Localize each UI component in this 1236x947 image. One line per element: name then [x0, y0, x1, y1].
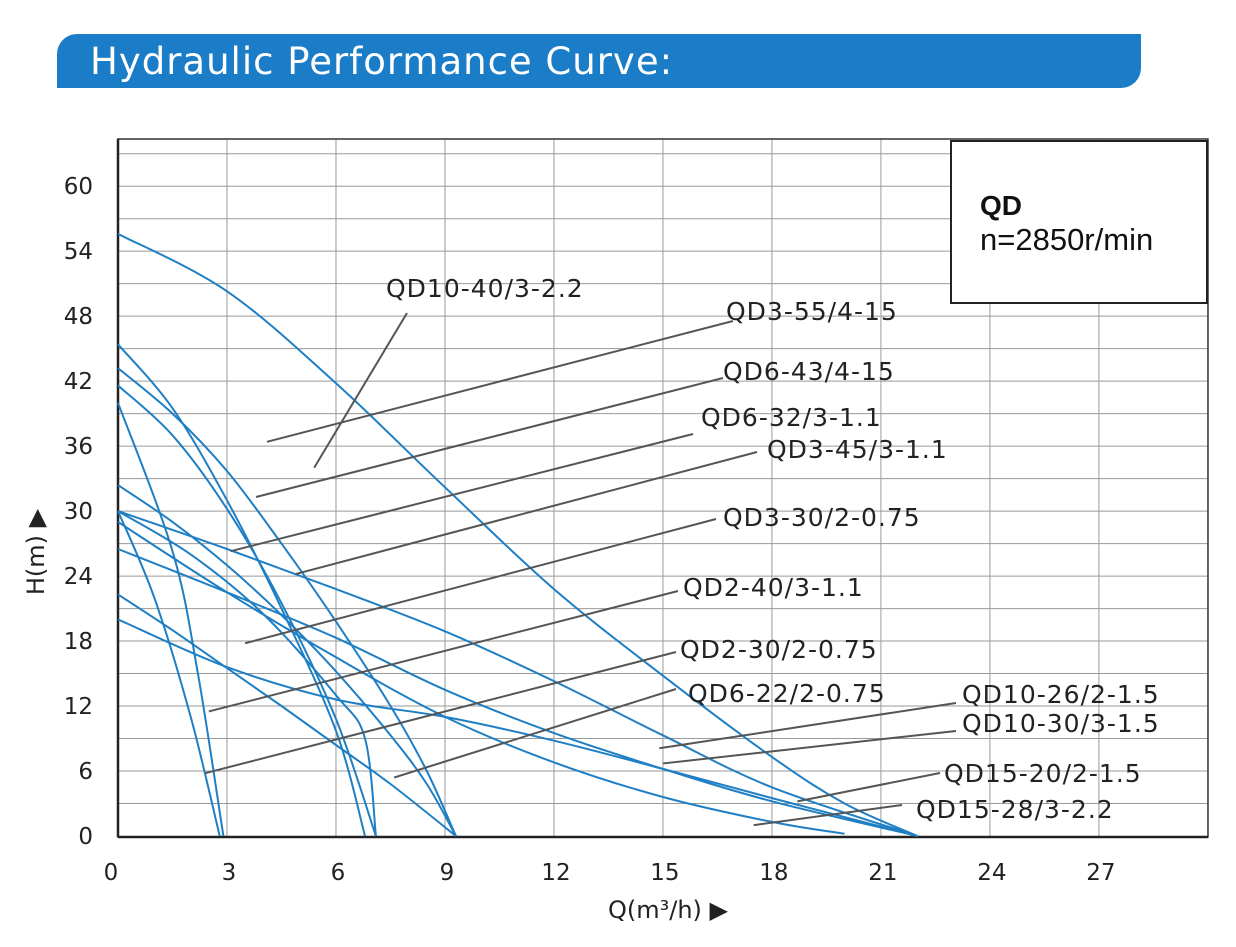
- x-tick-label: 27: [1086, 860, 1115, 886]
- x-tick-label: 9: [440, 860, 455, 886]
- callout-leader-line: [208, 590, 679, 713]
- callout-label: QD10-30/3-1.5: [962, 709, 1160, 738]
- callout-leader-line: [662, 730, 957, 765]
- y-tick-label: 30: [64, 499, 93, 525]
- callout-label: QD10-40/3-2.2: [386, 274, 584, 303]
- curve-qd15-20-2-1-5: [117, 618, 918, 837]
- callout-leader-line: [797, 772, 941, 803]
- y-tick-label: 0: [78, 824, 93, 850]
- callout-leader-line: [295, 451, 758, 575]
- curve-qd2-30-2-0-75: [117, 510, 377, 837]
- x-tick-label: 15: [650, 860, 679, 886]
- callout-leader-line: [393, 688, 677, 779]
- callout-label: QD15-28/3-2.2: [916, 795, 1114, 824]
- y-tick-label: 12: [64, 694, 93, 720]
- y-tick-label: 60: [64, 174, 93, 200]
- callout-leader-line: [313, 312, 408, 469]
- callout-leader-line: [230, 433, 694, 553]
- curve-qd3-45-3-1-1: [117, 384, 377, 837]
- curve-qd15-28-3-2-2: [117, 510, 918, 837]
- x-tick-label: 6: [331, 860, 346, 886]
- callout-label: QD2-30/2-0.75: [680, 635, 878, 664]
- y-tick-label: 24: [64, 564, 93, 590]
- x-tick-label: 24: [977, 860, 1006, 886]
- y-axis-label: H(m) ▶: [22, 508, 50, 595]
- callout-leader-line: [244, 518, 717, 645]
- callout-leader-line: [204, 651, 677, 775]
- info-speed: n=2850r/min: [980, 222, 1154, 257]
- callout-label: QD6-22/2-0.75: [688, 679, 886, 708]
- callout-leader-line: [255, 377, 724, 498]
- y-tick-label: 36: [64, 434, 93, 460]
- callout-label: QD10-26/2-1.5: [962, 680, 1160, 709]
- curve-qd10-30-3-1-5: [117, 521, 845, 835]
- y-tick-label: 18: [64, 629, 93, 655]
- x-tick-label: 21: [868, 860, 897, 886]
- callout-label: QD3-30/2-0.75: [723, 503, 921, 532]
- x-tick-label: 0: [104, 860, 119, 886]
- title-banner: Hydraulic Performance Curve:: [57, 34, 1141, 88]
- y-tick-label: 42: [64, 369, 93, 395]
- callout-label: QD3-55/4-15: [726, 297, 898, 326]
- callout-label: QD15-20/2-1.5: [944, 759, 1142, 788]
- x-tick-label: 18: [759, 860, 788, 886]
- y-tick-label: 54: [64, 239, 93, 265]
- x-tick-label: 3: [222, 860, 237, 886]
- callout-leader-line: [266, 320, 734, 443]
- x-tick-label: 12: [541, 860, 570, 886]
- x-axis-label: Q(m³/h) ▶: [608, 896, 729, 924]
- curve-qd10-40-3-2-2: [117, 233, 918, 837]
- curve-qd6-22-2-0-75: [117, 593, 457, 837]
- callout-label: QD6-43/4-15: [723, 357, 895, 386]
- info-model: QD: [980, 190, 1022, 221]
- page-title: Hydraulic Performance Curve:: [90, 40, 674, 83]
- curve-qd2-40-3-1-1: [117, 510, 221, 837]
- callout-label: QD2-40/3-1.1: [683, 573, 864, 602]
- curve-qd6-43-4-15: [117, 367, 457, 837]
- callout-leader-line: [753, 804, 903, 827]
- curve-qd10-26-2-1-5: [117, 548, 918, 837]
- callout-leader-line: [659, 702, 957, 750]
- info-box: QD n=2850r/min: [950, 140, 1208, 304]
- y-tick-label: 6: [78, 759, 93, 785]
- callout-label: QD3-45/3-1.1: [767, 435, 948, 464]
- callout-label: QD6-32/3-1.1: [701, 403, 882, 432]
- curve-qd3-30-2-0-75: [117, 402, 225, 837]
- y-tick-label: 48: [64, 304, 93, 330]
